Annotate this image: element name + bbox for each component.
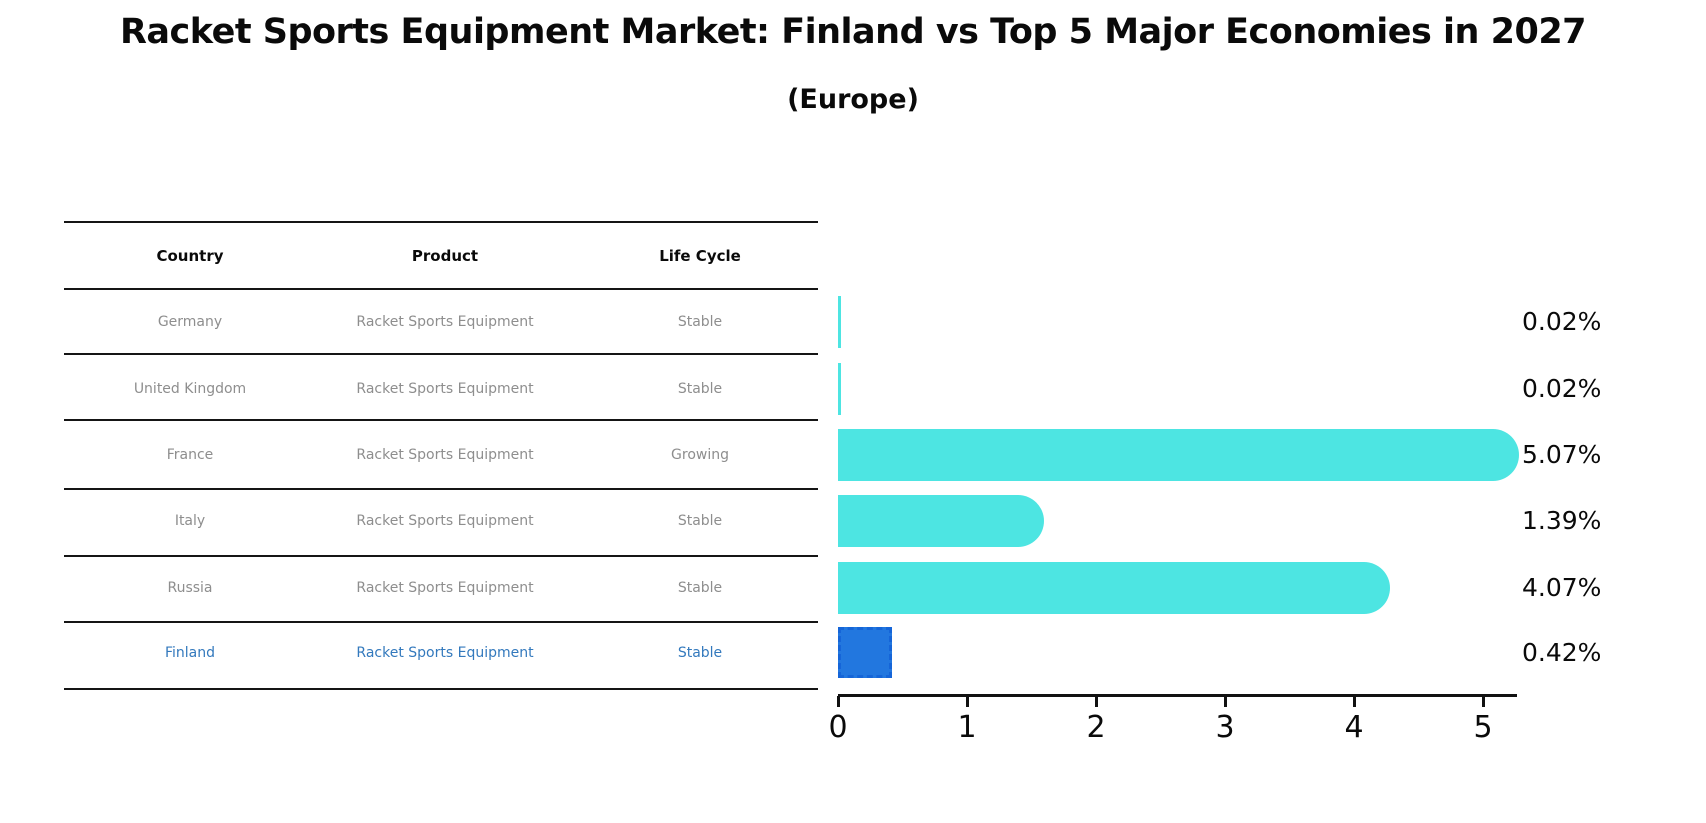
- table-cell-life-cycle: Stable: [677, 381, 723, 397]
- table-rule: [64, 353, 818, 355]
- table-cell-country: Italy: [174, 513, 206, 529]
- table-cell-country: Germany: [157, 314, 223, 330]
- column-header-country: Country: [156, 247, 224, 265]
- value-label: 0.02%: [1522, 307, 1602, 336]
- table-rule-header: [64, 288, 818, 290]
- table-cell-country: United Kingdom: [133, 381, 247, 397]
- value-label: 5.07%: [1522, 440, 1602, 469]
- table-rule: [64, 488, 818, 490]
- table-cell-product: Racket Sports Equipment: [356, 513, 534, 529]
- value-label: 1.39%: [1522, 506, 1602, 535]
- chart-title: Racket Sports Equipment Market: Finland …: [119, 12, 1587, 52]
- x-axis-tick-label: 0: [828, 710, 848, 745]
- value-label-finland: 0.42%: [1522, 638, 1602, 667]
- x-axis-tick: [1095, 696, 1098, 707]
- x-axis-tick: [966, 696, 969, 707]
- x-axis-tick-label: 5: [1473, 710, 1493, 745]
- x-axis-tick: [837, 696, 840, 707]
- table-rule: [64, 419, 818, 421]
- x-axis-tick: [1482, 696, 1485, 707]
- table-cell-life-cycle: Stable: [677, 513, 723, 529]
- chart-subtitle: (Europe): [787, 84, 919, 115]
- table-cell-product: Racket Sports Equipment: [356, 314, 534, 330]
- table-cell-life-cycle: Stable: [677, 314, 723, 330]
- x-axis-line: [838, 694, 1517, 697]
- x-axis-tick-label: 4: [1344, 710, 1364, 745]
- value-label: 0.02%: [1522, 374, 1602, 403]
- bar-united-kingdom: [838, 363, 841, 415]
- bar-germany: [838, 296, 841, 348]
- table-cell-product: Racket Sports Equipment: [356, 447, 534, 463]
- table-cell-life-cycle-finland: Stable: [677, 645, 723, 661]
- table-cell-product: Racket Sports Equipment: [356, 580, 534, 596]
- table-cell-product-finland: Racket Sports Equipment: [356, 645, 534, 661]
- x-axis-tick-label: 2: [1086, 710, 1106, 745]
- x-axis-tick: [1224, 696, 1227, 707]
- table-cell-country: Russia: [167, 580, 213, 596]
- table-rule-bottom: [64, 688, 818, 690]
- table-cell-life-cycle: Growing: [671, 447, 729, 463]
- table-cell-life-cycle: Stable: [677, 580, 723, 596]
- x-axis-tick-label: 1: [957, 710, 977, 745]
- table-cell-country-finland: Finland: [164, 645, 216, 661]
- bar-france: [838, 429, 1519, 481]
- table-rule: [64, 555, 818, 557]
- column-header-life-cycle: Life Cycle: [659, 247, 741, 265]
- table-rule-top: [64, 221, 818, 223]
- bar-russia: [838, 562, 1390, 614]
- value-label: 4.07%: [1522, 573, 1602, 602]
- x-axis-tick: [1353, 696, 1356, 707]
- x-axis-tick-label: 3: [1215, 710, 1235, 745]
- bar-finland-highlighted: [838, 627, 892, 678]
- table-cell-country: France: [166, 447, 214, 463]
- bar-italy: [838, 495, 1044, 547]
- column-header-product: Product: [411, 247, 479, 265]
- table-rule: [64, 621, 818, 623]
- table-cell-product: Racket Sports Equipment: [356, 381, 534, 397]
